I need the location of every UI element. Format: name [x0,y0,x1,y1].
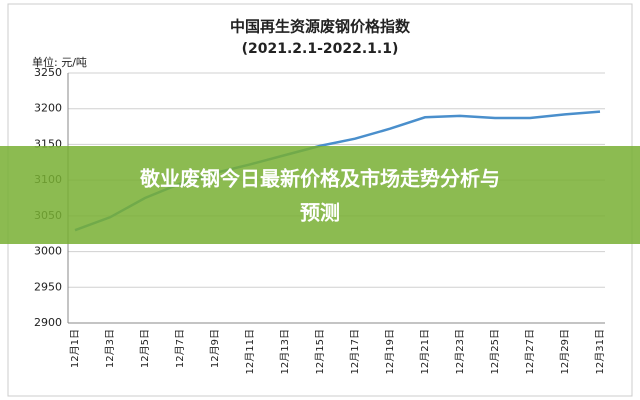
y-tick-label: 3200 [34,102,62,115]
x-tick-label: 12月21日 [419,329,431,374]
y-tick-label: 3250 [34,66,62,79]
y-tick-label: 2900 [34,316,62,329]
x-tick-label: 12月11日 [244,329,256,374]
y-tick-label: 3000 [34,245,62,258]
chart-title: 中国再生资源废钢价格指数 [230,18,411,36]
x-tick-label: 12月25日 [489,329,501,374]
unit-label: 单位: 元/吨 [32,55,87,69]
x-tick-label: 12月5日 [139,329,151,368]
banner-title-line: 预测 [300,201,340,225]
x-tick-label: 12月9日 [209,329,221,368]
x-tick-label: 12月29日 [559,329,571,374]
x-tick-label: 12月27日 [524,329,536,374]
x-tick-label: 12月13日 [279,329,291,374]
x-tick-label: 12月15日 [314,329,326,374]
x-tick-label: 12月3日 [104,329,116,368]
chart-subtitle: (2021.2.1-2022.1.1) [242,41,399,57]
banner-title-line: 敬业废钢今日最新价格及市场走势分析与 [139,167,500,191]
x-tick-label: 12月7日 [174,329,186,368]
y-tick-label: 2950 [34,280,62,293]
x-tick-label: 12月19日 [384,329,396,374]
overlay: 敬业废钢今日最新价格及市场走势分析与 预测 [0,146,640,244]
x-tick-label: 12月23日 [454,329,466,374]
x-tick-label: 12月17日 [349,329,361,374]
banner [0,146,640,244]
x-tick-label: 12月31日 [594,329,606,374]
x-tick-label: 12月1日 [69,329,81,368]
